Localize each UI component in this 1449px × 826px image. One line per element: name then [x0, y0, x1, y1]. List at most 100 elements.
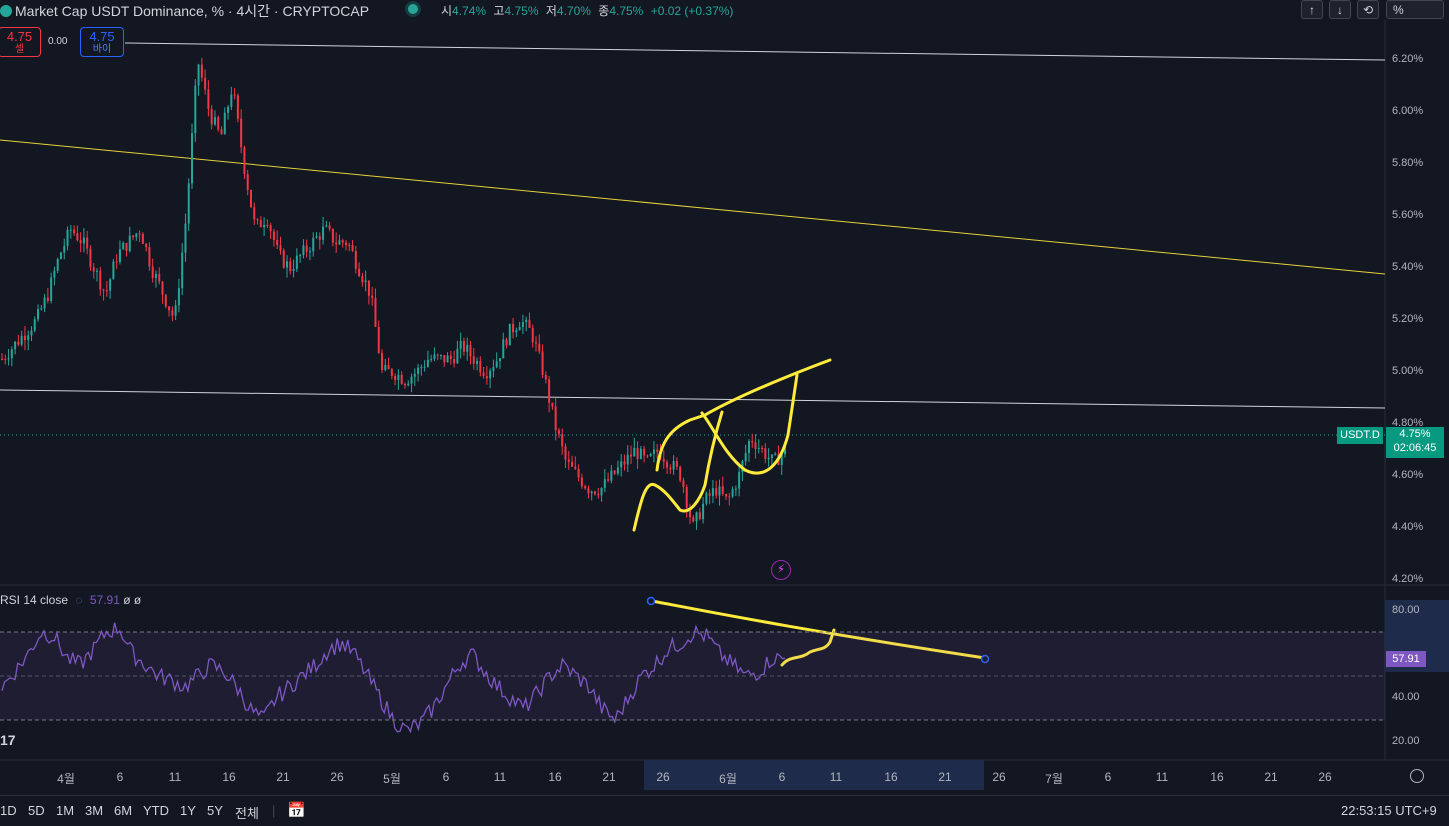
- candle-body: [682, 480, 685, 487]
- candle-body: [715, 488, 718, 496]
- timeframe-5d[interactable]: 5D: [28, 803, 45, 818]
- buy-price: 4.75: [89, 29, 115, 44]
- timeframe-ytd[interactable]: YTD: [143, 803, 169, 818]
- candle-body: [46, 297, 49, 301]
- candle-body: [289, 261, 292, 272]
- candle-body: [168, 306, 171, 311]
- drawing-annotations: [632, 358, 987, 667]
- candle-body: [688, 507, 691, 518]
- candle-body: [92, 267, 95, 272]
- timeframe-all[interactable]: 전체: [235, 806, 259, 821]
- candle-body: [728, 496, 731, 498]
- change-value: +0.02 (+0.37%): [650, 4, 734, 18]
- candle-body: [348, 244, 351, 246]
- candle-body: [269, 225, 272, 232]
- candle-body: [308, 251, 311, 253]
- time-tick: 6: [442, 770, 450, 784]
- timeframe-6m[interactable]: 6M: [114, 803, 133, 818]
- candle-body: [436, 354, 439, 356]
- candle-body: [626, 454, 629, 465]
- rsi-name: RSI 14 close: [0, 593, 69, 607]
- candle-body: [567, 459, 570, 462]
- candle-body: [292, 269, 295, 272]
- candle-body: [210, 108, 213, 125]
- candle-body: [561, 434, 564, 447]
- candle-body: [548, 379, 551, 403]
- arrow-down-icon[interactable]: ↓: [1329, 0, 1351, 19]
- candle-body: [394, 375, 397, 381]
- price-tick: 5.60%: [1392, 209, 1424, 221]
- candle-body: [489, 370, 492, 379]
- time-tick: 16: [884, 770, 898, 784]
- timeframe-1y[interactable]: 1Y: [180, 803, 196, 818]
- price-tick: 5.40%: [1392, 261, 1424, 273]
- rsi-legend-extra: ø ø: [123, 593, 142, 607]
- replay-icon[interactable]: ⟲: [1357, 0, 1379, 19]
- candle-body: [230, 94, 233, 107]
- candle-body: [440, 354, 443, 356]
- candle-body: [666, 461, 669, 468]
- chart-header: Market Cap USDT Dominance, % · 4시간 · CRY…: [0, 0, 1449, 20]
- price-tick: 6.20%: [1392, 53, 1424, 65]
- time-tick: 6: [116, 770, 124, 784]
- drawing-wave: [632, 410, 724, 532]
- candle-body: [302, 245, 305, 256]
- trendline-yellow: [0, 139, 1386, 275]
- candle-body: [145, 243, 148, 248]
- candle-body: [76, 233, 79, 241]
- timeframe-1d[interactable]: 1D: [0, 803, 17, 818]
- rsi-trendline-start-handle: [646, 596, 656, 606]
- candle-body: [344, 242, 347, 245]
- candle-body: [476, 360, 479, 364]
- candle-body: [158, 273, 161, 282]
- candle-body: [4, 359, 7, 361]
- candle-body: [272, 231, 275, 241]
- time-tick: 6: [1104, 770, 1112, 784]
- price-tick: 4.20%: [1392, 573, 1424, 585]
- ohlc-values: 시4.74% 고4.75% 저4.70% 종4.75% +0.02 (+0.37…: [441, 2, 737, 19]
- market-status-icon[interactable]: [408, 4, 418, 14]
- candle-body: [390, 369, 393, 376]
- timeframe-1m[interactable]: 1M: [56, 803, 75, 818]
- tradingview-logo-icon[interactable]: 17: [0, 732, 16, 748]
- trendline-lower: [0, 389, 1386, 409]
- candle-body: [521, 322, 524, 327]
- sell-button[interactable]: 4.75 셀: [0, 27, 41, 57]
- candle-body: [512, 323, 515, 333]
- candle-body: [213, 117, 216, 125]
- candle-body: [233, 94, 236, 96]
- lightning-icon[interactable]: ⚡: [771, 560, 791, 580]
- candle-body: [554, 406, 557, 431]
- time-tick: 21: [1264, 770, 1278, 784]
- rsi-trendline-end-handle: [980, 654, 990, 664]
- date-range-icon[interactable]: 📅: [287, 802, 306, 819]
- candle-body: [328, 225, 331, 229]
- symbol-title[interactable]: Market Cap USDT Dominance, % · 4시간 · CRY…: [0, 1, 369, 21]
- bar-countdown: 02:06:45: [1393, 442, 1437, 454]
- candle-body: [367, 280, 370, 296]
- candle-body: [191, 133, 194, 184]
- scale-percent-button[interactable]: %: [1386, 0, 1444, 19]
- clock-timezone[interactable]: 22:53:15 UTC+9: [1341, 803, 1437, 818]
- candle-body: [761, 447, 764, 449]
- candle-body: [541, 351, 544, 375]
- candle-body: [695, 512, 698, 522]
- timeframe-3m[interactable]: 3M: [85, 803, 104, 818]
- candle-body: [462, 340, 465, 352]
- candle-body: [40, 308, 43, 310]
- settings-icon[interactable]: [1410, 769, 1424, 783]
- candle-body: [295, 255, 298, 270]
- high-value: 4.75%: [504, 4, 539, 18]
- candle-body: [286, 261, 289, 268]
- candle-body: [82, 237, 85, 244]
- candle-body: [646, 455, 649, 457]
- arrow-up-icon[interactable]: ↑: [1301, 0, 1323, 19]
- candle-body: [426, 359, 429, 367]
- bottom-toolbar: [0, 795, 1449, 826]
- buy-button[interactable]: 4.75 바이: [80, 27, 124, 57]
- rsi-legend[interactable]: RSI 14 close ◌ 57.91 ø ø: [0, 593, 141, 607]
- timeframe-5y[interactable]: 5Y: [207, 803, 223, 818]
- candle-body: [184, 223, 187, 253]
- symbol-price-tag: USDT.D: [1337, 427, 1383, 444]
